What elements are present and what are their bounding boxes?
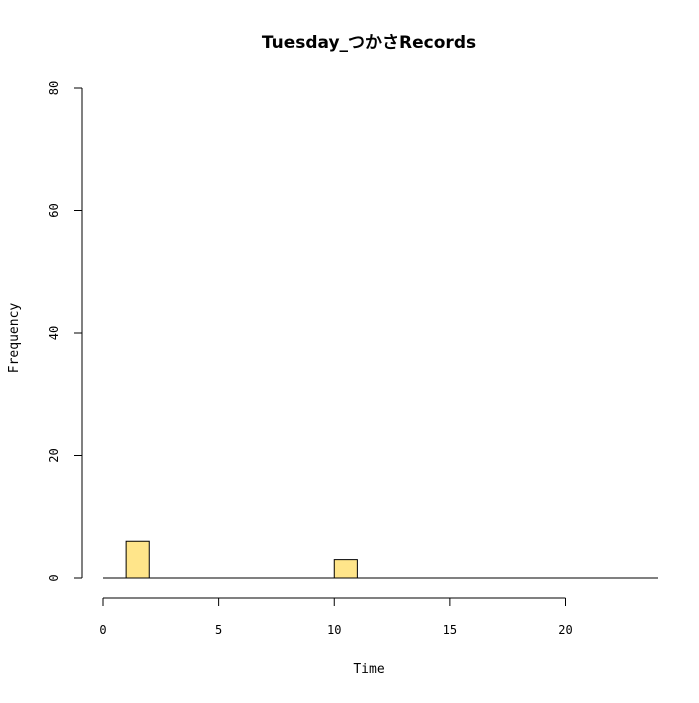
x-tick-label: 10: [327, 623, 341, 637]
x-tick-label: 20: [558, 623, 572, 637]
chart-title: Tuesday_つかさRecords: [262, 33, 476, 53]
x-tick-label: 15: [443, 623, 457, 637]
plot-area: [103, 540, 658, 579]
histogram-bar: [125, 540, 150, 579]
y-tick-label: 40: [47, 326, 61, 340]
y-tick-label: 60: [47, 203, 61, 217]
x-axis-ticks: 0 5 10 15 20: [99, 598, 573, 637]
y-tick-label: 0: [47, 574, 61, 581]
y-axis-ticks: 0 20 40 60 80: [47, 81, 82, 582]
x-axis-label: Time: [353, 662, 384, 677]
y-tick-label: 20: [47, 448, 61, 462]
x-tick-label: 0: [99, 623, 106, 637]
histogram-bar: [333, 559, 358, 579]
y-tick-label: 80: [47, 81, 61, 95]
x-tick-label: 5: [215, 623, 222, 637]
y-axis-label: Frequency: [7, 303, 22, 374]
